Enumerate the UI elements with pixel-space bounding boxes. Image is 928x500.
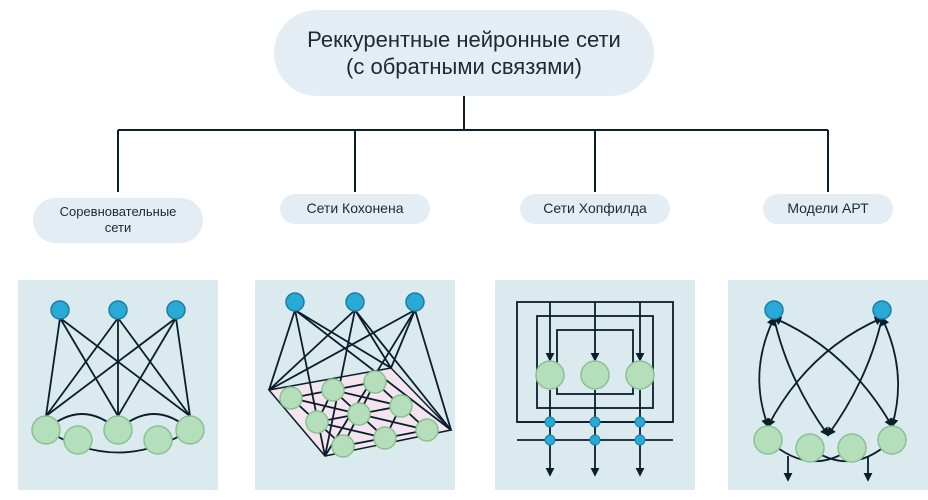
category-label-text: Соревновательные [60,204,177,220]
category-label-hopfield: Сети Хопфилда [520,194,670,224]
category-label-text: сети [105,220,132,236]
panel-art [728,280,928,490]
panel-competitive [18,280,218,490]
panel-hopfield [495,280,695,490]
category-label-art: Модели АРТ [763,194,893,224]
category-label-text: Сети Хопфилда [543,200,647,218]
category-label-text: Модели АРТ [787,200,868,218]
panel-kohonen [255,280,455,490]
category-label-text: Сети Кохонена [306,200,403,218]
category-label-competitive: Соревновательныесети [33,198,203,243]
category-label-kohonen: Сети Кохонена [280,194,430,224]
